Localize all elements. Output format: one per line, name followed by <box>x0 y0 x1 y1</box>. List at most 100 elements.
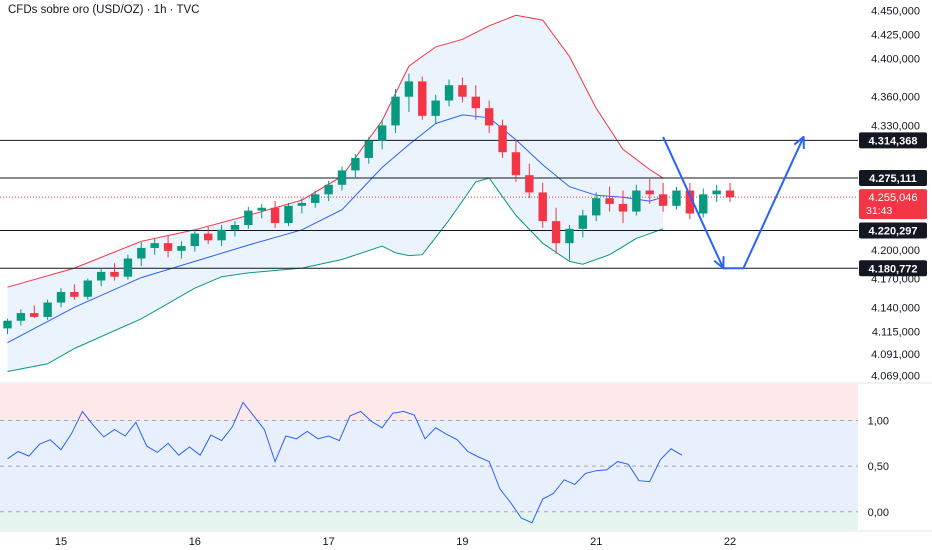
price-tags: 4.314,368 4.275,111 4.220,297 4.180,772 4.25… <box>859 132 927 277</box>
candle-body[interactable] <box>712 190 721 195</box>
down-arrowhead <box>713 256 725 270</box>
candle-body[interactable] <box>163 243 173 251</box>
time-axis[interactable]: 15 16 17 19 21 22 <box>0 530 932 548</box>
price-tick-label: 4.170,000 <box>871 274 920 286</box>
level-price-tag <box>859 222 927 239</box>
candle-body[interactable] <box>324 184 333 195</box>
candle-body[interactable] <box>458 85 467 97</box>
level-price-tag <box>859 169 927 186</box>
level-price-tag <box>859 260 927 277</box>
candle-body[interactable] <box>364 140 373 158</box>
candle-body[interactable] <box>204 233 213 241</box>
candle-body[interactable] <box>311 194 320 203</box>
candle-body[interactable] <box>43 302 52 317</box>
price-tick-label: 4.400,000 <box>871 53 920 65</box>
candle-body[interactable] <box>645 190 654 195</box>
time-tick-label: 22 <box>724 536 736 548</box>
candle-body[interactable] <box>377 125 387 141</box>
candle-body[interactable] <box>538 192 547 222</box>
candle-body[interactable] <box>404 81 414 97</box>
candle-body[interactable] <box>525 175 534 193</box>
price-tick-label: 4.360,000 <box>871 92 920 104</box>
candle-body[interactable] <box>592 198 601 216</box>
oversold-zone <box>0 511 858 530</box>
candle-body[interactable] <box>56 292 66 303</box>
chart-title: CFDs sobre oro (USD/OZ) · 1h · TVC <box>8 4 200 16</box>
candle-body[interactable] <box>431 100 440 116</box>
support-resistance-levels[interactable] <box>0 139 858 269</box>
candle-body[interactable] <box>150 243 159 248</box>
candle-body[interactable] <box>337 170 347 185</box>
oscillator-zones <box>0 382 932 530</box>
candle-body[interactable] <box>498 125 507 153</box>
candle-body[interactable] <box>511 152 521 176</box>
candle-body[interactable] <box>618 203 628 212</box>
candle-body[interactable] <box>217 229 226 241</box>
bar-countdown-label: 31:43 <box>866 205 892 217</box>
price-tick-label: 4.069,000 <box>871 370 920 382</box>
osc-tick-label: 0,50 <box>868 461 889 473</box>
level-price-label: 4.220,297 <box>869 225 918 237</box>
candlestick-series[interactable] <box>3 73 735 335</box>
price-tick-label: 4.140,000 <box>871 302 920 314</box>
price-tick-label: 4.115,000 <box>872 326 920 338</box>
bollinger-bands <box>7 14 664 372</box>
time-tick-label: 16 <box>189 536 201 548</box>
candle-body[interactable] <box>484 108 494 126</box>
price-tick-label: 4.200,000 <box>871 245 920 257</box>
forecast-line[interactable] <box>662 136 805 270</box>
time-tick-label: 15 <box>55 536 67 548</box>
candle-body[interactable] <box>30 313 39 317</box>
level-price-label: 4.314,368 <box>869 135 918 147</box>
candle-body[interactable] <box>110 271 119 277</box>
band-fill <box>7 15 664 372</box>
candle-body[interactable] <box>351 157 360 171</box>
candle-body[interactable] <box>578 215 588 229</box>
candle-body[interactable] <box>123 258 133 277</box>
candle-body[interactable] <box>190 233 200 247</box>
candle-body[interactable] <box>244 210 253 225</box>
candle-body[interactable] <box>658 194 668 206</box>
candle-body[interactable] <box>230 224 240 230</box>
level-price-label: 4.275,111 <box>869 173 917 185</box>
candle-body[interactable] <box>565 228 574 244</box>
osc-tick-label: 1,00 <box>868 416 889 428</box>
candle-body[interactable] <box>551 221 561 244</box>
candle-body[interactable] <box>284 205 293 224</box>
oscillator-axis: 1,00 0,50 0,00 <box>868 416 889 519</box>
candle-body[interactable] <box>270 207 280 224</box>
candle-body[interactable] <box>177 246 186 251</box>
candle-body[interactable] <box>83 280 92 297</box>
candle-body[interactable] <box>297 202 307 206</box>
candle-body[interactable] <box>96 271 106 281</box>
lower-band <box>7 177 664 372</box>
candle-body[interactable] <box>3 320 12 329</box>
osc-tick-label: 0,00 <box>868 507 889 519</box>
time-tick-label: 17 <box>322 536 334 548</box>
candle-body[interactable] <box>391 96 400 126</box>
time-tick-label: 19 <box>456 536 468 548</box>
current-price-label: 4.255,046 <box>869 192 918 204</box>
price-tick-label: 4.330,000 <box>871 120 920 132</box>
candle-body[interactable] <box>257 207 266 211</box>
candle-body[interactable] <box>672 190 681 206</box>
candle-body[interactable] <box>699 194 708 214</box>
candle-body[interactable] <box>471 96 480 109</box>
candle-body[interactable] <box>725 190 735 198</box>
candle-body[interactable] <box>16 313 26 321</box>
price-tick-label: 4.450,000 <box>871 6 920 18</box>
candle-body[interactable] <box>137 247 146 259</box>
oscillator-series <box>7 401 683 524</box>
current-price-tag <box>859 189 927 220</box>
oscillator-gridlines <box>0 420 858 513</box>
level-price-tag <box>859 132 927 149</box>
candle-body[interactable] <box>418 81 427 116</box>
up-arrowhead <box>793 135 805 149</box>
candle-body[interactable] <box>685 190 695 214</box>
forecast-arrow-path[interactable] <box>662 135 805 270</box>
candle-body[interactable] <box>70 292 79 297</box>
candle-body[interactable] <box>444 85 454 101</box>
candle-body[interactable] <box>605 198 614 204</box>
candle-body[interactable] <box>632 190 641 212</box>
